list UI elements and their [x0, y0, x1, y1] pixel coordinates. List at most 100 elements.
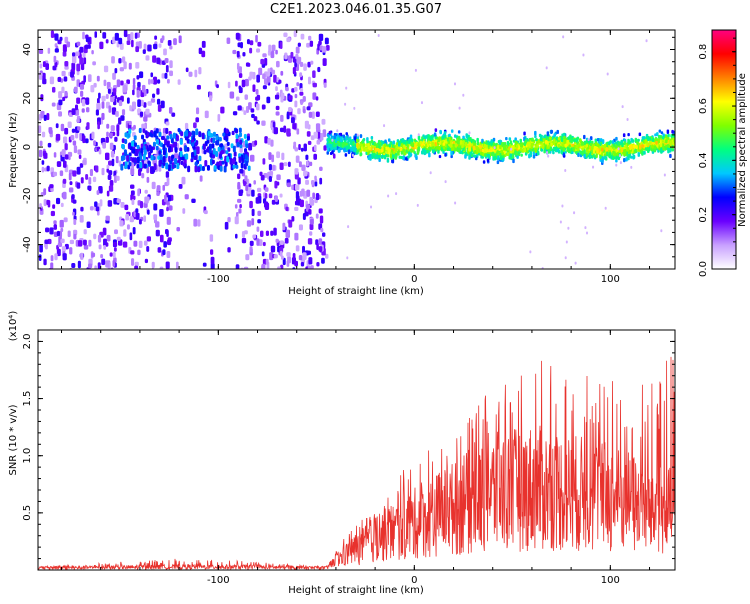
- spectrogram-cell: [342, 134, 346, 138]
- spectrogram-cell: [307, 238, 313, 245]
- spectrogram-cell: [377, 34, 380, 38]
- spectrogram-cell: [51, 102, 56, 107]
- spectrogram-cell: [174, 141, 178, 148]
- spectrogram-cell: [292, 267, 296, 269]
- spectrogram-cell: [155, 128, 159, 134]
- spectrogram-cell: [613, 152, 617, 157]
- spectrogram-cell: [123, 30, 128, 38]
- spectrogram-cell: [196, 84, 201, 90]
- spectrogram-cell: [382, 140, 385, 145]
- spectrogram-cell: [38, 72, 43, 80]
- spectrogram-cell: [180, 131, 184, 137]
- spectrogram-cell: [407, 139, 411, 144]
- spectrogram-cell: [581, 147, 585, 151]
- spectrogram-cell: [611, 140, 615, 144]
- spectrogram-cell: [232, 49, 237, 55]
- spectrogram-cell: [636, 141, 639, 145]
- spectrogram-cell: [167, 147, 171, 153]
- spectrogram-cell: [253, 116, 258, 122]
- spectrogram-cell: [152, 55, 157, 63]
- spectrogram-cell: [215, 135, 219, 141]
- spectrogram-cell: [210, 133, 214, 138]
- spectrogram-cell: [479, 145, 482, 149]
- spectrogram-cell: [219, 165, 223, 172]
- spectrogram-cell: [185, 67, 189, 73]
- spectrogram-cell: [80, 206, 84, 212]
- spectrogram-cell: [541, 266, 544, 269]
- spectrogram-cell: [312, 82, 317, 88]
- spectrogram-cell: [318, 33, 324, 42]
- spectrogram-cell: [564, 143, 568, 148]
- spectrogram-cell: [526, 141, 530, 147]
- spectrogram-cell: [523, 141, 527, 147]
- spectrogram-cell: [599, 138, 603, 142]
- spectrogram-cell: [261, 104, 266, 110]
- spectrogram-cell: [563, 135, 566, 140]
- spectrogram-cell: [69, 181, 73, 186]
- spectrogram-cell: [312, 92, 317, 100]
- spectrogram-cell: [51, 86, 56, 93]
- spectrogram-cell: [578, 143, 581, 148]
- spectrogram-cell: [442, 150, 445, 154]
- page-title: C2E1.2023.046.01.35.G07: [269, 2, 443, 17]
- spectrogram-cell: [144, 159, 148, 164]
- spectrogram-cell: [506, 152, 510, 157]
- spectrogram-cell: [43, 188, 47, 196]
- spectrogram-cell: [294, 61, 297, 68]
- spectrogram-cell: [173, 38, 177, 46]
- spectrogram-cell: [108, 132, 113, 138]
- spectrogram-cell: [322, 232, 326, 237]
- spectrogram-cell: [80, 252, 84, 260]
- spectrogram-cell: [77, 149, 82, 155]
- spectrogram-cell: [496, 150, 499, 154]
- spectrogram-cell: [49, 184, 54, 189]
- spectrogram-cell: [582, 53, 585, 57]
- spectrogram-cell: [417, 135, 421, 141]
- spectrogram-cell: [493, 146, 496, 150]
- spectrogram-cell: [272, 121, 276, 128]
- spectrogram-cell: [371, 153, 374, 159]
- spectrogram-cell: [345, 86, 348, 90]
- spectrogram-cell: [88, 239, 92, 247]
- spectrogram-cell: [530, 142, 534, 147]
- spectrogram-cell: [105, 136, 109, 143]
- spectrogram-cell: [58, 111, 63, 117]
- spectrogram-cell: [295, 155, 300, 163]
- spectrogram-cell: [46, 165, 50, 172]
- spectrogram-cell: [570, 139, 573, 143]
- spectrogram-cell: [414, 68, 417, 72]
- spectrogram-cell: [444, 134, 447, 138]
- spectrogram-cell: [256, 48, 261, 53]
- spectrogram-cell: [257, 41, 262, 47]
- spectrogram-cell: [632, 154, 636, 159]
- spectrogram-cell: [119, 42, 124, 50]
- spectrogram-cell: [496, 145, 500, 150]
- spectrogram-cell: [402, 155, 405, 161]
- spectrogram-cell: [122, 85, 127, 93]
- spectrogram-cell: [564, 256, 567, 260]
- spectrogram-cell: [76, 166, 81, 175]
- spectrogram-cell: [161, 73, 165, 79]
- spectrogram-cell: [564, 168, 567, 172]
- spectrogram-cell: [534, 130, 537, 136]
- spectrogram-cell: [176, 226, 181, 232]
- spectrogram-cell: [280, 264, 284, 269]
- spectrogram-cell: [83, 239, 87, 246]
- spectrogram-cell: [469, 151, 473, 155]
- spectrogram-cell: [124, 204, 129, 211]
- spectrogram-cell: [137, 81, 141, 88]
- spectrogram-cell: [126, 224, 130, 230]
- spectrogram-cell: [212, 131, 216, 137]
- spectrogram-cell: [297, 108, 301, 115]
- spectrogram-cell: [286, 229, 291, 236]
- spectrogram-cell: [206, 148, 210, 153]
- spectrogram-cell: [246, 135, 250, 141]
- spectrogram-cell: [403, 144, 406, 148]
- spectrogram-cell: [153, 214, 158, 221]
- spectrogram-cell: [457, 140, 460, 145]
- spectrogram-cell: [76, 63, 81, 72]
- spectrogram-cell: [191, 152, 195, 158]
- spectrogram-cell: [103, 79, 107, 87]
- spectrogram-cell: [184, 135, 188, 141]
- spectrogram-cell: [302, 252, 307, 260]
